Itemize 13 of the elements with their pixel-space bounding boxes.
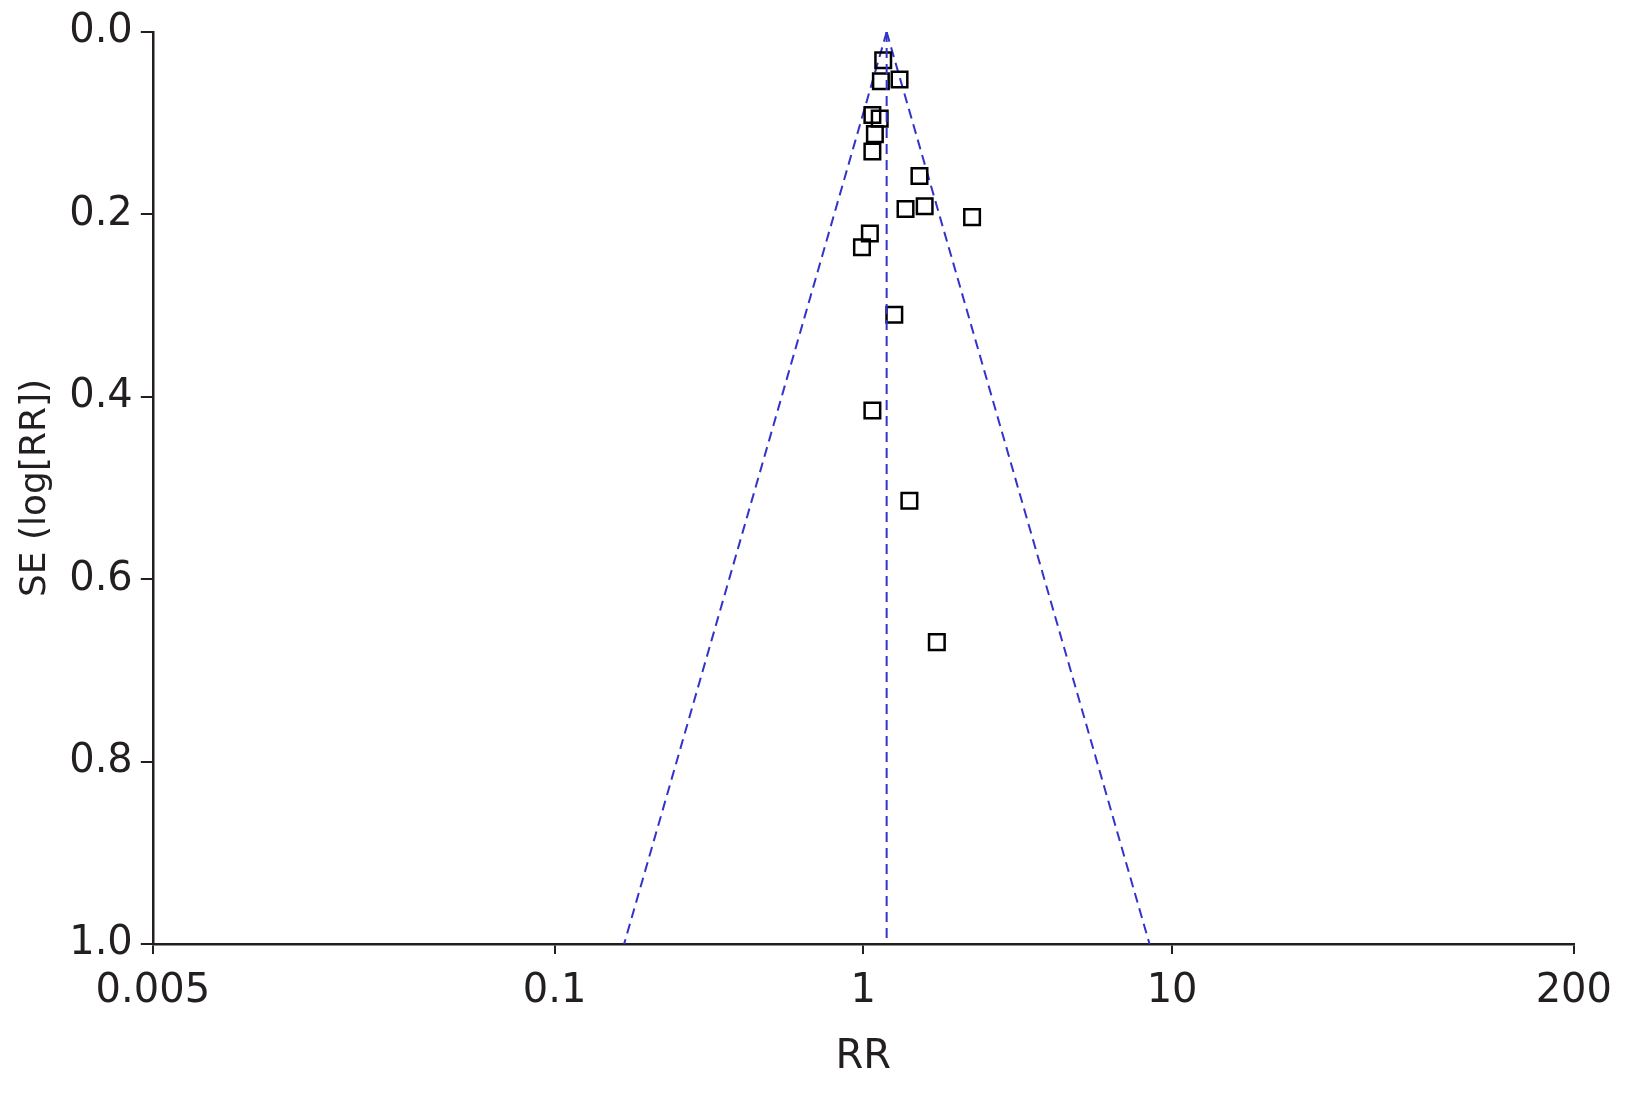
y-tick-label: 1.0: [69, 917, 133, 964]
y-axis-title: SE (log[RR]): [11, 378, 53, 598]
x-axis-title: RR: [835, 1031, 892, 1078]
x-tick-label: 1: [850, 965, 877, 1012]
y-tick-label: 0.4: [69, 370, 133, 417]
x-tick-label: 0.005: [95, 965, 211, 1012]
x-tick-label: 200: [1535, 965, 1613, 1012]
x-tick-label: 0.1: [522, 965, 587, 1012]
y-tick-label: 0.8: [69, 734, 133, 781]
y-tick-label: 0.0: [69, 5, 133, 52]
x-tick-label: 10: [1146, 965, 1198, 1012]
y-tick-label: 0.6: [69, 552, 133, 599]
y-tick-label: 0.2: [69, 187, 133, 234]
